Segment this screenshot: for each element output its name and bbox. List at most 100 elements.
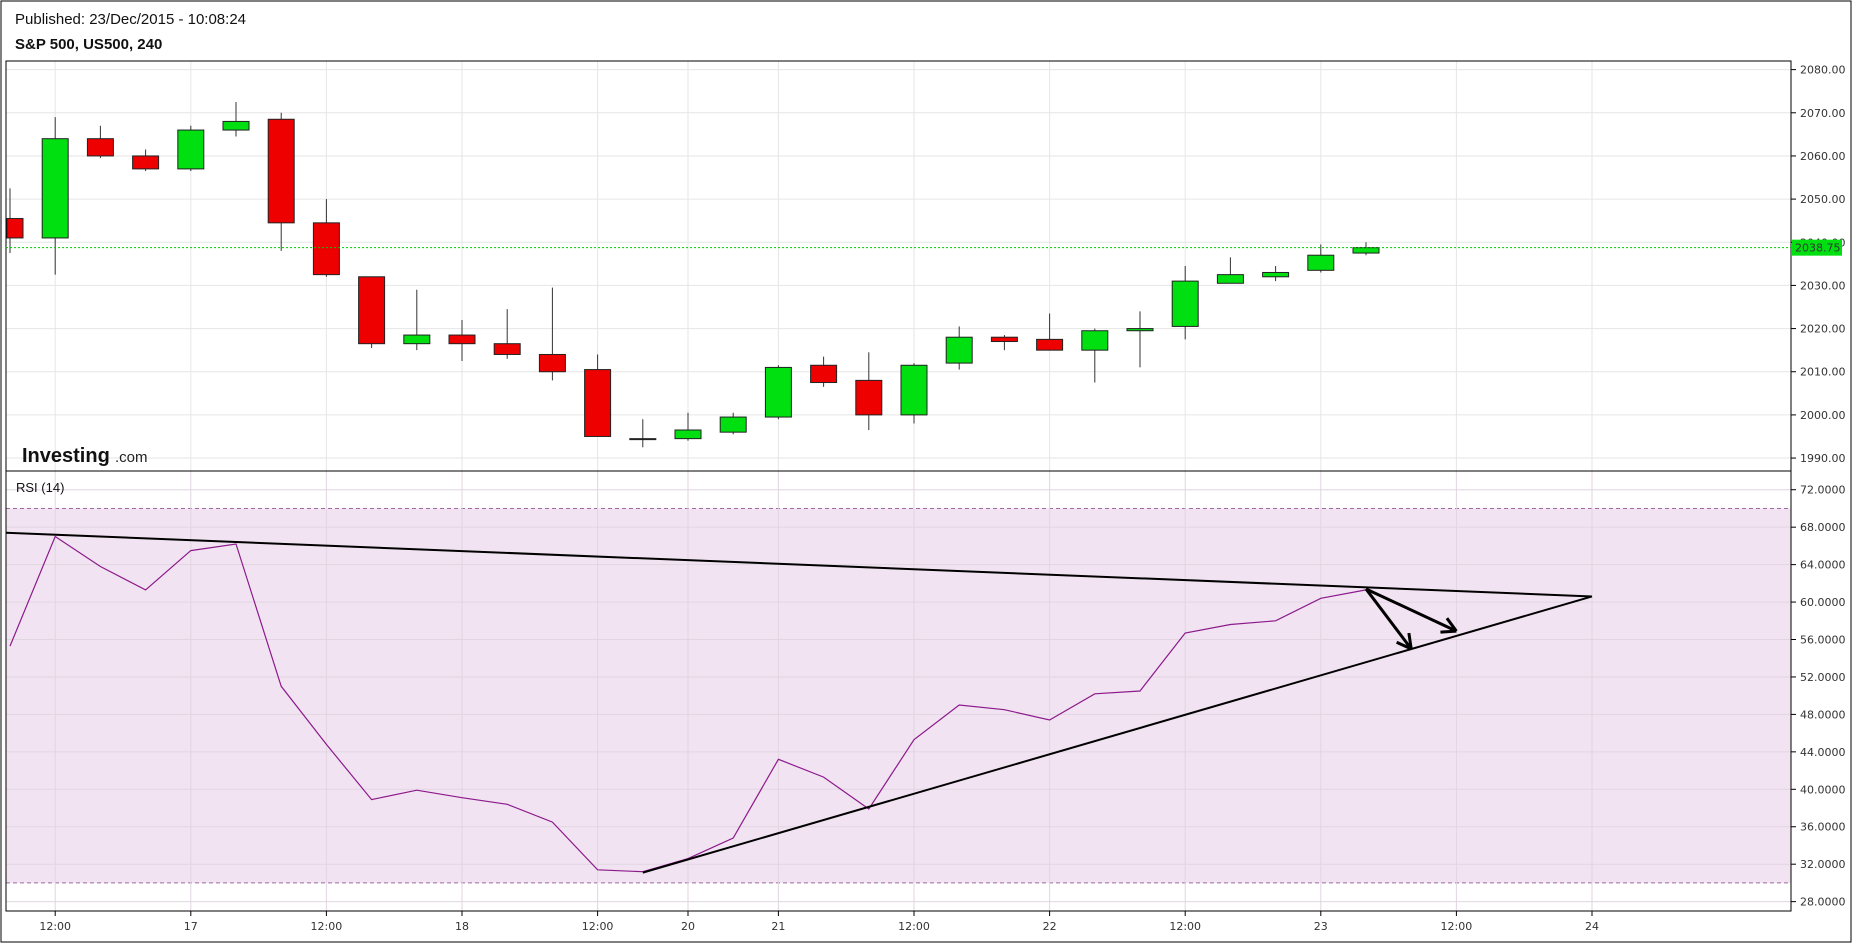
candle xyxy=(674,412,702,441)
candle-body xyxy=(855,379,883,416)
candle-body xyxy=(764,366,792,418)
time-tick-label: 12:00 xyxy=(898,920,930,933)
candle-body xyxy=(312,222,340,276)
candle-body xyxy=(403,334,431,345)
candle xyxy=(945,326,973,370)
rsi-tick-label: 40.0000 xyxy=(1800,783,1846,796)
investing-logo-text: Investing xyxy=(22,445,110,467)
candle xyxy=(1171,266,1199,340)
candle-body xyxy=(538,353,566,373)
candle-body xyxy=(990,336,1018,343)
instrument-title: S&P 500, US500, 240 xyxy=(15,36,163,53)
candle-body xyxy=(1262,271,1290,278)
time-tick-label: 23 xyxy=(1314,920,1328,933)
candle-body xyxy=(900,364,928,416)
candle xyxy=(990,335,1018,351)
chart-header: Published: 23/Dec/2015 - 10:08:24 S&P 50… xyxy=(0,0,1852,60)
candle-body xyxy=(1036,338,1064,351)
candle-body xyxy=(1081,330,1109,351)
price-tick-label: 2030.00 xyxy=(1800,279,1846,292)
candle-body xyxy=(1216,274,1244,284)
candle-body xyxy=(132,155,160,170)
candle xyxy=(1262,266,1290,282)
time-tick-label: 17 xyxy=(184,920,198,933)
candle xyxy=(86,125,114,159)
candle xyxy=(267,112,295,251)
candle-body xyxy=(267,118,295,224)
price-tick-label: 2000.00 xyxy=(1800,409,1846,422)
candle xyxy=(132,149,160,172)
investing-logo: Investing .com xyxy=(22,445,148,467)
candle xyxy=(493,309,521,359)
rsi-trendline xyxy=(5,531,1593,598)
candle xyxy=(538,287,566,381)
time-tick-label: 12:00 xyxy=(39,920,71,933)
price-tick-label: 2070.00 xyxy=(1800,107,1846,120)
candle-body xyxy=(1126,328,1154,332)
candle xyxy=(1307,244,1335,273)
rsi-tick-label: 28.0000 xyxy=(1800,896,1846,909)
candle xyxy=(810,356,838,387)
candle xyxy=(900,363,928,424)
time-tick-label: 20 xyxy=(681,920,695,933)
candle xyxy=(1216,257,1244,284)
candle-body xyxy=(674,429,702,440)
rsi-axis: 72.0000 68.0000 64.0000 60.0000 56.0000 52.00… xyxy=(1791,484,1846,909)
candle xyxy=(403,289,431,351)
candle xyxy=(177,125,205,172)
candle xyxy=(764,365,792,420)
rsi-tick-label: 60.0000 xyxy=(1800,596,1846,609)
last-price-label: 2038.75 xyxy=(1795,242,1841,255)
candle xyxy=(584,354,612,437)
rsi-tick-label: 48.0000 xyxy=(1800,708,1846,721)
candle xyxy=(1126,311,1154,368)
price-tick-label: 2010.00 xyxy=(1800,366,1846,379)
price-tick-label: 1990.00 xyxy=(1800,452,1846,465)
candlestick-series xyxy=(6,102,1380,448)
candle-body xyxy=(629,438,657,441)
candle-body xyxy=(945,336,973,364)
price-tick-label: 2020.00 xyxy=(1800,323,1846,336)
candle-body xyxy=(493,343,521,355)
candle-body xyxy=(810,364,838,384)
time-tick-label: 24 xyxy=(1585,920,1599,933)
arrow-shaft xyxy=(1365,587,1458,633)
candle-body xyxy=(6,218,24,239)
candle xyxy=(222,102,250,137)
rsi-trendlines xyxy=(5,531,1593,874)
arrow-head xyxy=(1396,640,1412,651)
time-axis: 12:00 17 12:00 18 12:00 20 21 12:00 22 12:00 23 12:… xyxy=(39,911,1599,933)
rsi-tick-label: 44.0000 xyxy=(1800,746,1846,759)
candle-body xyxy=(222,120,250,131)
last-price-badge xyxy=(1792,239,1842,256)
rsi-tick-label: 56.0000 xyxy=(1800,634,1846,647)
candle-body xyxy=(41,138,69,239)
candle xyxy=(41,117,69,275)
time-tick-label: 12:00 xyxy=(1169,920,1201,933)
rsi-tick-label: 52.0000 xyxy=(1800,671,1846,684)
rsi-tick-label: 72.0000 xyxy=(1800,484,1846,497)
candle-body xyxy=(1171,280,1199,327)
candle xyxy=(719,412,747,435)
arrow-shaft xyxy=(1364,588,1413,650)
candle xyxy=(855,352,883,430)
candle-body xyxy=(86,138,114,157)
arrow-head xyxy=(1440,629,1457,634)
rsi-band xyxy=(6,507,1791,884)
candle xyxy=(358,276,386,348)
time-tick-label: 12:00 xyxy=(1441,920,1473,933)
candle xyxy=(1081,328,1109,383)
investing-logo-suffix: .com xyxy=(115,449,148,466)
price-tick-label: 2080.00 xyxy=(1800,64,1846,77)
rsi-tick-label: 32.0000 xyxy=(1800,858,1846,871)
candle-body xyxy=(1352,247,1380,254)
candle xyxy=(312,199,340,277)
arrow-head xyxy=(1407,632,1413,650)
published-timestamp: Published: 23/Dec/2015 - 10:08:24 xyxy=(15,11,246,28)
rsi-trendline xyxy=(642,595,1593,874)
rsi-label: RSI (14) xyxy=(16,480,64,495)
candle xyxy=(629,419,657,448)
candle-body xyxy=(1307,254,1335,271)
